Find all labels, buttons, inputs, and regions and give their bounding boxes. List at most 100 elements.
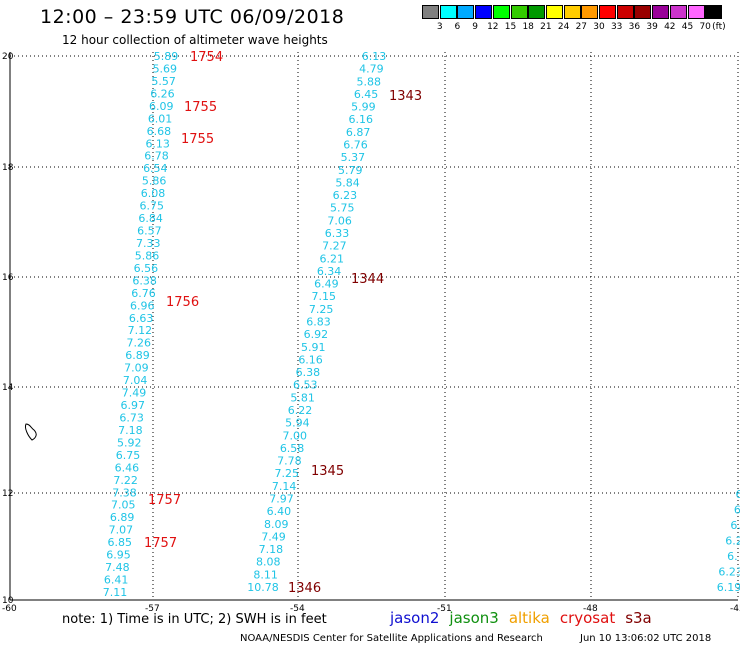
wave-height-value: 7.22 bbox=[113, 474, 138, 487]
color-swatch bbox=[705, 5, 723, 19]
map-grid bbox=[9, 52, 739, 601]
pass-time-label: 1343 bbox=[389, 89, 422, 104]
wave-height-value: 7.25 bbox=[275, 467, 300, 480]
wave-height-value: 6.76 bbox=[343, 139, 368, 152]
color-scale-label: 70 bbox=[699, 22, 711, 32]
map-title: 12:00 – 23:59 UTC 06/09/2018 bbox=[40, 6, 345, 28]
color-scale-label: 9 bbox=[472, 22, 478, 32]
legend-s3a: s3a bbox=[625, 609, 652, 627]
wave-height-value: 6.26 bbox=[150, 87, 175, 100]
wave-height-value: 7.15 bbox=[312, 290, 337, 303]
longitude-tick-label: -48 bbox=[583, 604, 598, 614]
wave-height-value: 6.13 bbox=[145, 137, 170, 150]
color-scale-label: 27 bbox=[575, 22, 588, 32]
wave-height-value: 5.94 bbox=[285, 417, 310, 430]
wave-height-value: 6.21 bbox=[319, 252, 344, 265]
wave-height-value: 6.38 bbox=[132, 274, 157, 287]
wave-height-value: 5.86 bbox=[135, 249, 160, 262]
pass-time-labels: 1754 1755 1755 1756 1757 1757 1343 1344 1345 1346 bbox=[144, 50, 422, 596]
legend-jason3: jason3 bbox=[449, 609, 499, 627]
latitude-tick-label: 16 bbox=[2, 273, 14, 283]
wave-height-value: 6.49 bbox=[314, 278, 339, 291]
wave-height-value: 6.96 bbox=[130, 299, 155, 312]
wave-height-value: 6.83 bbox=[306, 316, 331, 329]
longitude-tick-label: -45 bbox=[730, 604, 740, 614]
color-scale-label: 21 bbox=[540, 22, 552, 32]
wave-height-value: 6.23 bbox=[718, 566, 740, 579]
wave-height-value: 5.79 bbox=[338, 164, 363, 177]
wave-height-value: 5.57 bbox=[151, 75, 176, 88]
pass-time-label: 1757 bbox=[144, 536, 177, 551]
color-scale-label: 18 bbox=[522, 22, 534, 32]
latitude-tick-label: 14 bbox=[2, 383, 14, 393]
color-swatch bbox=[492, 5, 510, 19]
wave-height-value: 7.00 bbox=[282, 429, 307, 442]
wave-height-value: 4.79 bbox=[359, 63, 384, 76]
wave-height-value: 6.54 bbox=[143, 162, 168, 175]
longitude-tick-label: -60 bbox=[2, 604, 17, 614]
wave-height-value: 6.40 bbox=[267, 505, 292, 518]
wave-height-value: 7.18 bbox=[259, 543, 284, 556]
wave-height-value: 7.06 bbox=[327, 214, 352, 227]
wave-height-value: 6 bbox=[736, 488, 740, 501]
wave-height-value: 5.91 bbox=[301, 341, 326, 354]
color-scale-label: 45 bbox=[681, 22, 694, 32]
wave-height-value: 5.86 bbox=[142, 175, 167, 188]
wave-height-value: 6.46 bbox=[115, 461, 140, 474]
wave-height-value: 6.57 bbox=[137, 225, 162, 238]
wave-height-value: 6.95 bbox=[106, 549, 131, 562]
longitude-tick-label: -51 bbox=[437, 604, 452, 614]
wave-height-value: 6.16 bbox=[298, 353, 323, 366]
color-swatch bbox=[563, 5, 581, 19]
wave-height-value: 6.16 bbox=[349, 113, 374, 126]
wave-height-value: 7.14 bbox=[272, 480, 297, 493]
wave-height-value: 6.53 bbox=[293, 379, 318, 392]
wave-height-value: 7.97 bbox=[269, 493, 294, 506]
color-swatch bbox=[687, 5, 705, 19]
color-swatch bbox=[475, 5, 493, 19]
color-swatch bbox=[422, 5, 439, 19]
color-swatch bbox=[634, 5, 652, 19]
color-swatch bbox=[669, 5, 687, 19]
wave-height-value: 5.88 bbox=[356, 75, 381, 88]
wave-height-value: 7.49 bbox=[261, 530, 286, 543]
color-scale-label: 39 bbox=[646, 22, 658, 32]
wave-height-value: 6.89 bbox=[110, 511, 135, 524]
wave-height-value: 7.07 bbox=[109, 524, 134, 537]
color-scale-label: 15 bbox=[504, 22, 517, 32]
color-swatch bbox=[439, 5, 457, 19]
pass-time-label: 1755 bbox=[181, 132, 214, 147]
wave-height-value: 6.58 bbox=[280, 442, 305, 455]
color-scale-label: 3 bbox=[436, 22, 443, 32]
wave-height-value: 5.92 bbox=[117, 436, 142, 449]
wave-height-value: 5.81 bbox=[290, 391, 315, 404]
color-scale-label: 12 bbox=[487, 22, 499, 32]
wave-height-value: 6.97 bbox=[121, 399, 146, 412]
wave-height-value: 6.75 bbox=[116, 449, 141, 462]
wave-height-value: 6.41 bbox=[104, 574, 129, 587]
map-subtitle: 12 hour collection of altimeter wave hei… bbox=[62, 33, 328, 47]
wave-height-value: 6.45 bbox=[354, 88, 379, 101]
altimeter-tracks: 5.895.695.576.266.096.016.686.136.786.54… bbox=[103, 50, 740, 599]
wave-height-value: 7.04 bbox=[123, 374, 148, 387]
wave-height-value: 7.49 bbox=[122, 387, 147, 400]
wave-height-value: 6.84 bbox=[138, 212, 163, 225]
wave-height-value: 7.25 bbox=[309, 303, 334, 316]
wave-height-value: 6.78 bbox=[144, 150, 169, 163]
wave-height-value: 6 bbox=[734, 504, 740, 517]
color-swatch bbox=[528, 5, 546, 19]
wave-height-value: 6.38 bbox=[296, 366, 321, 379]
pass-time-label: 1345 bbox=[311, 464, 344, 479]
wave-height-value: 6.89 bbox=[125, 349, 150, 362]
island-outline bbox=[25, 423, 37, 441]
wave-height-value: 7.12 bbox=[128, 324, 153, 337]
color-scale-label: 30 bbox=[593, 22, 605, 32]
legend-altika: altika bbox=[508, 609, 550, 627]
credit-text: NOAA/NESDIS Center for Satellite Applica… bbox=[240, 633, 543, 644]
wave-height-value: 6.75 bbox=[140, 200, 165, 213]
color-swatch bbox=[599, 5, 616, 19]
wave-height-value: 6.68 bbox=[147, 125, 172, 138]
wave-height-value: 5.89 bbox=[154, 50, 179, 63]
color-scale-label: 36 bbox=[628, 22, 641, 32]
wave-height-value: 6.08 bbox=[141, 187, 166, 200]
